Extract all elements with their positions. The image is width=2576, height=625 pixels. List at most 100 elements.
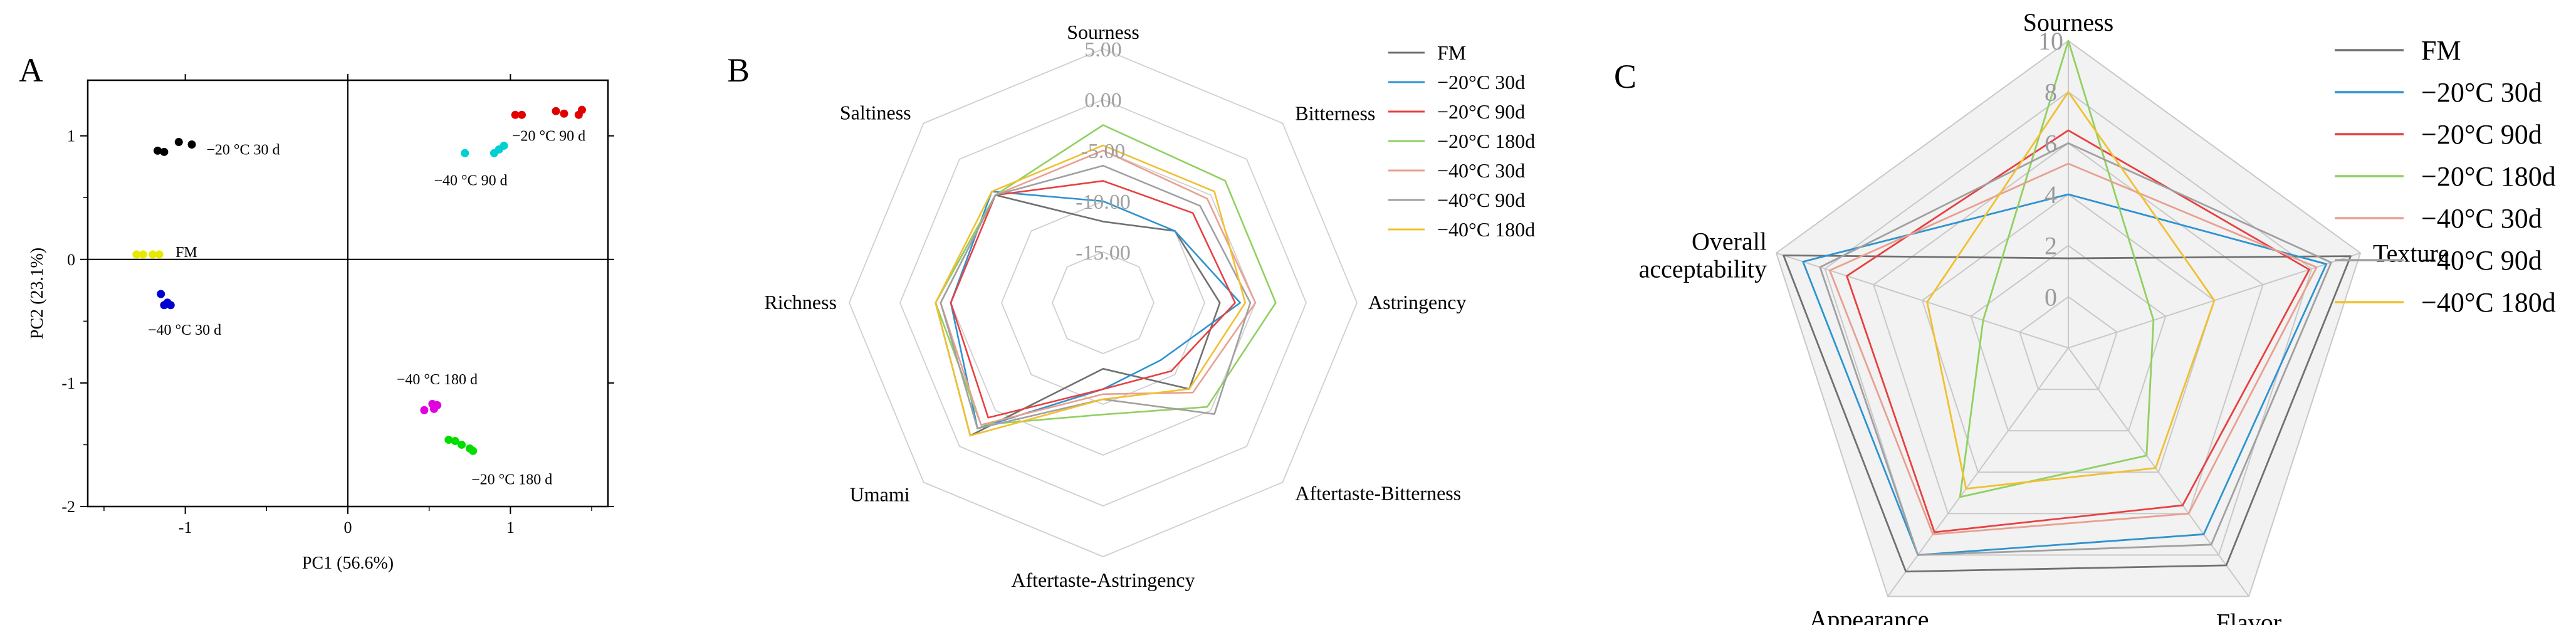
- radar-series-fm: [1783, 254, 2352, 573]
- tick-group-a: -1 0 1 -2 -1 0 1: [61, 74, 614, 537]
- point-40-c-180d: [420, 406, 429, 414]
- radar-axis-labels-b: Sourness Bitterness Astringency Aftertaste-…: [764, 21, 1466, 591]
- x-tick-label: 1: [506, 518, 515, 537]
- radar-axis-label-sourness: Sourness: [1067, 21, 1139, 43]
- point-20-c-30d: [154, 146, 162, 155]
- radar-ring-label: 6: [2045, 129, 2057, 157]
- legend-b: FM −20°C 30d −20°C 90d −20°C 180d −40°C 30d −…: [1388, 41, 1535, 241]
- radar-ring-label: -10.00: [1076, 191, 1131, 214]
- legend-label-20-c-90d: −20°C 90d: [1437, 100, 1525, 123]
- radar-axis-label-flavor: Flavor: [2216, 608, 2281, 625]
- point-20-c-30d: [187, 140, 196, 149]
- radar-ring-label: 0.00: [1084, 89, 1122, 112]
- radar-ring-label: 10: [2038, 27, 2063, 55]
- radar-ring: [899, 99, 1307, 507]
- radar-series-b: [935, 124, 1277, 437]
- point-40-c-90d: [500, 141, 508, 150]
- point-label-40-c-30d: −40 °C 30 d: [148, 322, 221, 339]
- radar-ring: [849, 48, 1358, 557]
- point-40-c-30d: [157, 290, 165, 298]
- radar-axis-label-overall-acceptability: Overall acceptability: [1639, 228, 1767, 283]
- radar-series-fm: [935, 194, 1221, 437]
- x-axis-label-a: PC1 (56.6%): [302, 554, 394, 573]
- point-label-20-c-90d: −20 °C 90 d: [512, 129, 585, 145]
- panel-a-pca-scatter: A PC1 (56.6%) PC2 (23.1%) -1 0 1 -2 -1 0 1 FM −…: [19, 51, 614, 573]
- radar-axis-label-astringency: Astringency: [1368, 291, 1466, 313]
- radar-axis-label-appearance: Appearance: [1809, 605, 1929, 625]
- point-label-40-c-90d: −40 °C 90 d: [434, 173, 507, 189]
- point-fm: [149, 250, 157, 259]
- point-20-c-90d: [552, 107, 560, 115]
- panel-c-sensory-radar: C 10 8 6 4 2 0 Sourness Texture Flavor Appearanc…: [1614, 8, 2556, 625]
- radar-ring-label: 5.00: [1084, 38, 1122, 61]
- point-40-c-180d: [433, 401, 442, 409]
- legend-label-20-c-90d: −20°C 90d: [2421, 119, 2542, 150]
- radar-axis-label-sourness: Sourness: [2023, 8, 2113, 36]
- radar-ring: [1873, 142, 2264, 515]
- radar-ring: [1052, 251, 1154, 354]
- radar-ring: [2019, 296, 2118, 391]
- radar-series-20-c-90d: [950, 180, 1236, 419]
- radar-grid-b: [849, 48, 1358, 557]
- radar-series-20-c-30d: [950, 191, 1241, 429]
- radar-ring-label: 0: [2045, 283, 2057, 311]
- radar-axis-label-line: Overall: [1692, 228, 1767, 256]
- radar-ring-label: 2: [2045, 232, 2057, 260]
- panel-a-label: A: [19, 51, 43, 89]
- point-fm: [139, 250, 147, 259]
- radar-series-40-c-180d: [935, 144, 1247, 437]
- legend-label-40-c-30d: −40°C 30d: [2421, 203, 2542, 234]
- point-40-c-90d: [461, 149, 469, 157]
- legend-label-20-c-30d: −20°C 30d: [1437, 71, 1525, 93]
- radar-axis-label-texture: Texture: [2373, 239, 2449, 268]
- points-group-a: [132, 105, 586, 455]
- radar-axis-label-aftertaste-bitterness: Aftertaste-Bitterness: [1295, 481, 1461, 504]
- point-20-c-180d: [444, 436, 453, 444]
- radar-series-40-c-90d: [1819, 142, 2332, 556]
- y-tick-label: 1: [67, 127, 75, 145]
- point-20-c-30d: [174, 138, 183, 147]
- point-20-c-180d: [451, 437, 459, 446]
- radar-axis-label-umami: Umami: [850, 483, 910, 505]
- panel-b-electronic-tongue-radar: B 5.00 0.00 -5.00 -10.00 -15.00 Sourness Bitt…: [727, 21, 1535, 591]
- radar-axis-label-saltiness: Saltiness: [840, 102, 911, 124]
- radar-ring: [1775, 39, 2362, 597]
- point-fm: [155, 250, 164, 259]
- radar-ring-label: -15.00: [1076, 241, 1131, 265]
- legend-c: FM −20°C 30d −20°C 90d −20°C 180d −40°C 30d −…: [2335, 35, 2556, 318]
- radar-ring-labels-c: 10 8 6 4 2 0: [2038, 27, 2063, 311]
- point-20-c-180d: [458, 440, 466, 449]
- point-40-c-30d: [166, 301, 175, 310]
- radar-ring: [1001, 201, 1205, 405]
- y-tick-label: 0: [67, 251, 75, 269]
- point-20-c-90d: [578, 105, 586, 114]
- y-axis-label-a: PC2 (23.1%): [28, 248, 47, 339]
- x-tick-label: 0: [344, 518, 352, 537]
- radar-ring-label: 4: [2045, 181, 2057, 209]
- radar-axis-label-richness: Richness: [764, 291, 837, 313]
- radar-series-40-c-30d: [1829, 162, 2318, 535]
- y-tick-label: -2: [61, 498, 75, 516]
- legend-label-fm: FM: [2421, 35, 2461, 66]
- point-20-c-180d: [469, 446, 478, 455]
- radar-axis-label-aftertaste-astringency: Aftertaste-Astringency: [1011, 569, 1195, 591]
- radar-series-20-c-180d: [1959, 39, 2155, 498]
- point-20-c-90d: [511, 110, 520, 119]
- radar-series-c: [1783, 39, 2352, 573]
- radar-grid-c: [1775, 39, 2362, 597]
- radar-ring-labels-b: 5.00 0.00 -5.00 -10.00 -15.00: [1076, 38, 1131, 265]
- point-20-c-90d: [518, 110, 526, 119]
- point-fm: [132, 250, 141, 259]
- legend-label-fm: FM: [1437, 41, 1466, 64]
- point-label-40-c-180d: −40 °C 180 d: [397, 372, 478, 388]
- legend-label-20-c-180d: −20°C 180d: [2421, 161, 2556, 192]
- point-20-c-30d: [160, 147, 169, 156]
- radar-ring-label: -5.00: [1081, 140, 1126, 163]
- x-tick-label: -1: [179, 518, 192, 537]
- radar-ring: [1824, 91, 2313, 556]
- point-label-fm: FM: [175, 244, 197, 261]
- radar-axis-label-bitterness: Bitterness: [1295, 102, 1375, 125]
- radar-axis-label-line: acceptability: [1639, 255, 1767, 283]
- legend-label-40-c-30d: −40°C 30d: [1437, 159, 1525, 182]
- radar-series-40-c-180d: [1926, 91, 2216, 490]
